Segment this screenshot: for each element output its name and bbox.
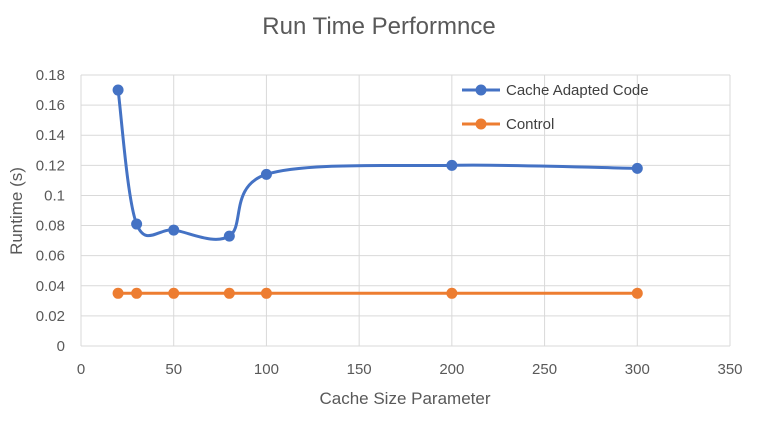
- data-point: [223, 287, 235, 299]
- legend-entry: Cache Adapted Code: [462, 82, 649, 99]
- y-tick-label: 0.18: [36, 67, 65, 84]
- data-point: [260, 287, 272, 299]
- x-tick-label: 100: [254, 361, 279, 378]
- legend: Cache Adapted Code Control: [462, 82, 649, 133]
- x-tick-label: 250: [532, 361, 557, 378]
- data-point: [446, 287, 458, 299]
- data-point: [631, 162, 643, 174]
- data-point: [112, 287, 124, 299]
- y-tick-label: 0.16: [36, 97, 65, 114]
- x-tick-label: 300: [625, 361, 650, 378]
- chart-title: Run Time Performnce: [262, 13, 495, 40]
- y-axis-label: Runtime (s): [7, 167, 26, 255]
- x-axis-label: Cache Size Parameter: [319, 389, 490, 408]
- data-point: [260, 168, 272, 180]
- data-point: [631, 287, 643, 299]
- series-line: [116, 88, 639, 241]
- y-tick-label: 0.1: [44, 187, 65, 204]
- data-point: [168, 224, 180, 236]
- data-point: [168, 287, 180, 299]
- y-tick-label: 0.08: [36, 218, 65, 235]
- axes: 0 50 100 150 200 250 300 350 0 0.02 0.04 0.06 0.08 0.…: [36, 67, 743, 378]
- y-tick-label: 0.02: [36, 308, 65, 325]
- data-point: [446, 159, 458, 171]
- x-tick-label: 150: [347, 361, 372, 378]
- data-point: [131, 218, 143, 230]
- y-tick-label: 0.04: [36, 278, 65, 295]
- data-point: [223, 230, 235, 242]
- gridlines: [80, 74, 731, 347]
- legend-label: Cache Adapted Code: [506, 82, 649, 99]
- y-tick-label: 0: [57, 338, 65, 355]
- data-point: [131, 287, 143, 299]
- legend-entry: Control: [462, 116, 554, 133]
- y-tick-label: 0.14: [36, 127, 65, 144]
- series-layer: [112, 84, 643, 299]
- x-tick-label: 350: [717, 361, 742, 378]
- series-1: [112, 84, 643, 242]
- x-tick-label: 200: [439, 361, 464, 378]
- x-tick-label: 0: [77, 361, 85, 378]
- legend-label: Control: [506, 116, 554, 133]
- legend-marker: [475, 118, 487, 130]
- y-tick-label: 0.06: [36, 248, 65, 265]
- legend-marker: [475, 84, 487, 96]
- data-point: [112, 84, 124, 96]
- x-tick-label: 50: [165, 361, 182, 378]
- series-2: [112, 287, 643, 299]
- y-tick-label: 0.12: [36, 157, 65, 174]
